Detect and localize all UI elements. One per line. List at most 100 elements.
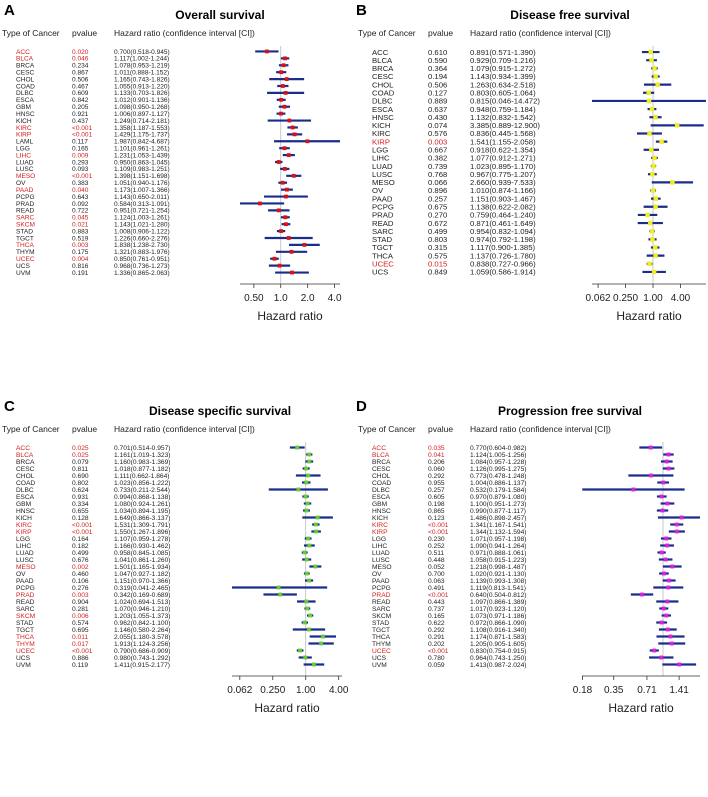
cancer-label: OV bbox=[372, 571, 382, 578]
hr-marker bbox=[659, 139, 664, 144]
panel-label: B bbox=[356, 2, 367, 19]
pvalue-label: 0.574 bbox=[72, 620, 89, 627]
hr-marker bbox=[314, 529, 319, 534]
hr-ci-label: 1.151(0.903-1.467) bbox=[470, 194, 536, 203]
hr-ci-label: 1.413(0.987-2.024) bbox=[470, 662, 527, 669]
pvalue-label: 0.257 bbox=[428, 194, 447, 203]
hr-marker bbox=[286, 153, 291, 157]
cancer-label: LAML bbox=[16, 139, 33, 146]
cancer-label: READ bbox=[16, 208, 34, 215]
hr-marker bbox=[279, 97, 284, 102]
hr-ci-label: 0.974(0.792-1.198) bbox=[470, 235, 536, 244]
x-tick-label: 0.250 bbox=[260, 685, 285, 696]
panel-title: Disease specific survival bbox=[148, 404, 292, 418]
hr-marker bbox=[670, 180, 675, 185]
hr-marker bbox=[659, 620, 664, 625]
hr-ci-label: 1.078(0.953-1.219) bbox=[114, 63, 170, 70]
hr-ci-label: 1.166(0.930-1.462) bbox=[114, 543, 171, 550]
cancer-label: PAAD bbox=[372, 578, 390, 585]
hr-ci-label: 1.501(1.165-1.934) bbox=[114, 564, 171, 571]
cancer-label: HNSC bbox=[372, 113, 394, 122]
hr-marker bbox=[662, 571, 666, 576]
x-tick-label: 0.062 bbox=[227, 685, 252, 696]
cancer-label: KIRP bbox=[16, 529, 32, 536]
hr-ci-label: 1.097(0.866-1.389) bbox=[470, 599, 527, 606]
cancer-label: LUAD bbox=[16, 550, 34, 557]
pvalue-label: 0.437 bbox=[72, 118, 89, 125]
hr-ci-label: 1.398(1.151-1.698) bbox=[114, 173, 170, 180]
pvalue-label: 0.842 bbox=[72, 97, 89, 104]
cancer-label: LGG bbox=[372, 145, 388, 154]
cancer-label: UCS bbox=[372, 268, 388, 277]
hr-marker bbox=[646, 98, 652, 104]
pvalue-label: 0.672 bbox=[428, 219, 447, 228]
pvalue-label: 0.576 bbox=[428, 129, 447, 138]
pvalue-label: 0.803 bbox=[428, 235, 447, 244]
hr-ci-label: 0.948(0.759-1.184) bbox=[470, 105, 536, 114]
hr-marker bbox=[666, 452, 671, 457]
cancer-label: LUAD bbox=[372, 550, 390, 557]
hr-marker bbox=[304, 557, 309, 562]
hr-marker bbox=[281, 63, 286, 68]
pvalue-label: 0.921 bbox=[72, 111, 89, 118]
pvalue-label: 0.802 bbox=[72, 480, 89, 487]
pvalue-label: 0.128 bbox=[72, 515, 89, 522]
hr-ci-label: 1.336(0.865-2.063) bbox=[114, 270, 170, 277]
cancer-label: LIHC bbox=[16, 543, 31, 550]
hr-marker bbox=[302, 243, 307, 247]
pvalue-label: 0.896 bbox=[428, 186, 447, 195]
hr-ci-label: 1.023(0.856-1.222) bbox=[114, 480, 171, 487]
hr-ci-label: 1.051(0.940-1.176) bbox=[114, 180, 170, 187]
hr-marker bbox=[320, 634, 325, 639]
hr-ci-label: 0.929(0.709-1.216) bbox=[470, 56, 536, 65]
hr-ci-label: 1.358(1.187-1.553) bbox=[114, 125, 170, 132]
hr-ci-label: 1.161(1.019-1.323) bbox=[114, 452, 171, 459]
hr-ci-label: 0.962(0.842-1.100) bbox=[114, 620, 171, 627]
pvalue-label: 0.011 bbox=[72, 634, 88, 641]
hr-marker bbox=[272, 256, 277, 261]
cancer-label: SKCM bbox=[16, 221, 35, 228]
cancer-label: LGG bbox=[372, 536, 386, 543]
hr-marker bbox=[302, 620, 307, 625]
hr-marker bbox=[669, 641, 674, 646]
column-header-hr: Hazard ratio (confidence interval [CI]) bbox=[114, 424, 255, 434]
hr-marker bbox=[674, 529, 679, 534]
cancer-label: CHOL bbox=[16, 473, 35, 480]
pvalue-label: 0.194 bbox=[428, 72, 448, 81]
cancer-label: MESO bbox=[372, 178, 395, 187]
cancer-label: LUAD bbox=[372, 162, 393, 171]
hr-ci-label: 1.344(1.132-1.594) bbox=[470, 529, 527, 536]
cancer-label: LUSC bbox=[372, 170, 393, 179]
pvalue-label: 0.093 bbox=[72, 166, 89, 173]
hr-marker bbox=[655, 82, 660, 87]
pvalue-label: 0.119 bbox=[72, 662, 88, 669]
hr-marker bbox=[311, 662, 316, 667]
pvalue-label: 0.955 bbox=[428, 480, 445, 487]
hr-marker bbox=[286, 236, 291, 240]
hr-ci-label: 1.139(0.993-1.308) bbox=[470, 578, 527, 585]
pvalue-label: 0.676 bbox=[72, 557, 89, 564]
cancer-label: BLCA bbox=[16, 56, 34, 63]
cancer-label: ESCA bbox=[16, 97, 34, 104]
hr-ci-label: 1.321(0.883-1.976) bbox=[114, 249, 170, 256]
hr-marker bbox=[276, 208, 281, 213]
pvalue-label: 0.291 bbox=[428, 634, 445, 641]
cancer-label: KIRP bbox=[16, 132, 32, 139]
hr-ci-label: 1.109(0.983-1.251) bbox=[114, 166, 170, 173]
cancer-label: KIRP bbox=[372, 529, 388, 536]
hr-ci-label: 1.023(0.895-1.170) bbox=[470, 162, 536, 171]
pvalue-label: 0.609 bbox=[72, 90, 89, 97]
hr-marker bbox=[667, 578, 672, 583]
pvalue-label: 0.292 bbox=[428, 627, 445, 634]
cancer-label: PAAD bbox=[16, 187, 34, 194]
cancer-label: PRAD bbox=[16, 592, 35, 599]
hr-marker bbox=[291, 173, 296, 178]
pvalue-label: 0.849 bbox=[428, 268, 447, 277]
cancer-label: CESC bbox=[16, 69, 34, 76]
cancer-label: DLBC bbox=[16, 487, 34, 494]
hr-ci-label: 1.059(0.586-1.914) bbox=[470, 268, 536, 277]
pvalue-label: 0.737 bbox=[428, 606, 445, 613]
hr-ci-label: 0.532(0.179-1.584) bbox=[470, 487, 527, 494]
hr-marker bbox=[648, 49, 653, 55]
pvalue-label: 0.252 bbox=[428, 543, 445, 550]
